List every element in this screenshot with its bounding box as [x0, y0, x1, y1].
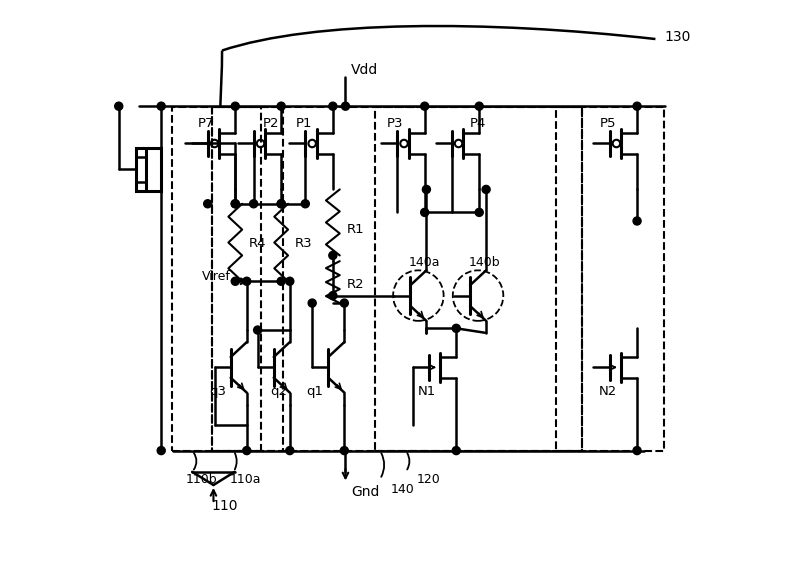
Circle shape: [329, 251, 337, 259]
Circle shape: [231, 277, 239, 285]
Text: P3: P3: [387, 117, 404, 130]
Circle shape: [250, 200, 258, 208]
Circle shape: [421, 208, 429, 216]
Bar: [375, 107, 582, 451]
Circle shape: [242, 447, 250, 455]
Text: R1: R1: [346, 223, 364, 236]
Text: q1: q1: [306, 385, 323, 398]
Text: R2: R2: [346, 278, 364, 290]
Circle shape: [277, 200, 285, 208]
Circle shape: [231, 200, 239, 208]
Circle shape: [633, 217, 641, 225]
Circle shape: [286, 277, 294, 285]
Circle shape: [475, 208, 483, 216]
Circle shape: [157, 447, 166, 455]
Text: R3: R3: [295, 238, 313, 250]
Circle shape: [308, 299, 316, 307]
Bar: [171, 107, 261, 451]
Text: q2: q2: [270, 385, 287, 398]
Text: 140b: 140b: [469, 257, 501, 269]
Text: q3: q3: [209, 385, 226, 398]
Text: Gnd: Gnd: [351, 486, 379, 499]
Text: R4: R4: [249, 238, 266, 250]
Bar: [212, 107, 582, 451]
Circle shape: [114, 102, 122, 110]
Circle shape: [277, 277, 286, 285]
Text: N1: N1: [418, 385, 436, 398]
Text: N2: N2: [598, 385, 617, 398]
Text: P5: P5: [599, 117, 616, 130]
Circle shape: [633, 102, 641, 110]
Text: 110: 110: [212, 499, 238, 513]
Circle shape: [340, 299, 348, 307]
Text: Viref: Viref: [202, 270, 230, 283]
Circle shape: [452, 324, 460, 332]
Circle shape: [633, 447, 641, 455]
Circle shape: [157, 102, 166, 110]
Circle shape: [340, 447, 348, 455]
Circle shape: [342, 102, 350, 110]
Text: 110a: 110a: [230, 473, 261, 486]
Circle shape: [422, 185, 430, 193]
Text: 120: 120: [417, 473, 441, 486]
Bar: [556, 107, 664, 451]
Text: P7: P7: [198, 117, 214, 130]
Circle shape: [421, 102, 429, 110]
Text: 110b: 110b: [186, 473, 218, 486]
Text: 140: 140: [391, 483, 414, 495]
Circle shape: [475, 102, 483, 110]
Circle shape: [231, 200, 239, 208]
Text: P1: P1: [295, 117, 312, 130]
Circle shape: [329, 292, 337, 300]
Circle shape: [482, 185, 490, 193]
Text: 140a: 140a: [409, 257, 440, 269]
Circle shape: [204, 200, 212, 208]
Circle shape: [277, 200, 286, 208]
Circle shape: [231, 102, 239, 110]
Text: 130: 130: [664, 30, 690, 44]
Circle shape: [254, 326, 262, 334]
Bar: [212, 107, 283, 451]
Circle shape: [302, 200, 310, 208]
Circle shape: [242, 277, 250, 285]
Text: P4: P4: [470, 117, 486, 130]
Circle shape: [329, 102, 337, 110]
Text: P2: P2: [262, 117, 279, 130]
Bar: [136, 148, 162, 191]
Text: Vdd: Vdd: [351, 63, 378, 77]
Circle shape: [286, 447, 294, 455]
Circle shape: [277, 102, 285, 110]
Circle shape: [452, 447, 460, 455]
